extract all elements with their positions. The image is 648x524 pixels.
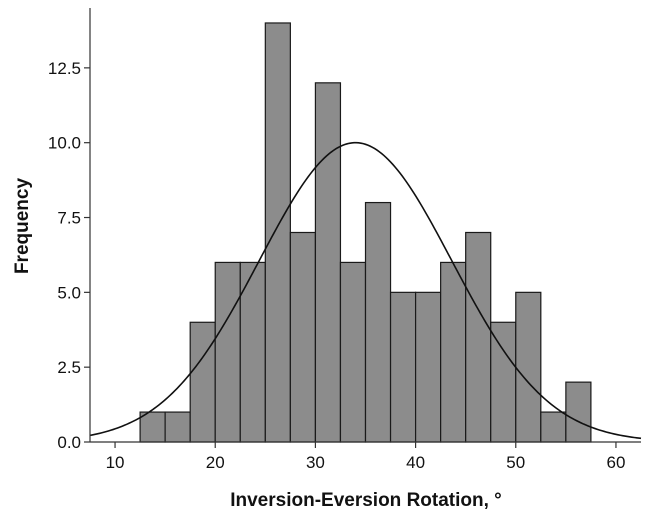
- histogram-bar-12: [440, 261, 467, 443]
- y-tick-label-4: 10.0: [48, 134, 81, 153]
- x-tick-label-3: 40: [406, 453, 425, 472]
- histogram-bar-3: [214, 261, 241, 443]
- ticks-layer: 0.0 2.5 5.0 7.5 10.0 12.5 10 20 30 40 50 60: [48, 59, 626, 472]
- x-tick-label-5: 60: [606, 453, 625, 472]
- histogram-bar-1: [164, 411, 191, 443]
- y-tick-label-0: 0.0: [57, 433, 81, 452]
- bars-layer: [139, 22, 592, 443]
- normal-curve-line: [89, 141, 642, 440]
- histogram-bar-6: [289, 231, 317, 443]
- histogram-bar-2: [189, 321, 216, 443]
- x-axis-title: Inversion-Eversion Rotation, °: [230, 490, 502, 511]
- histogram-bar-0: [139, 411, 166, 443]
- x-tick-label-4: 50: [506, 453, 525, 472]
- y-tick-label-1: 2.5: [57, 358, 81, 377]
- histogram-bar-7: [314, 82, 342, 443]
- histogram-bar-5: [264, 22, 291, 443]
- curve-layer: [89, 141, 642, 440]
- axes-layer: [89, 8, 641, 443]
- histogram-bar-9: [364, 201, 392, 443]
- y-tick-label-5: 12.5: [48, 59, 81, 78]
- x-tick-label-0: 10: [106, 453, 125, 472]
- histogram-bar-11: [414, 291, 442, 443]
- histogram-bar-4: [239, 261, 266, 443]
- x-tick-label-1: 20: [206, 453, 225, 472]
- y-tick-label-3: 7.5: [57, 209, 81, 228]
- histogram-bar-8: [339, 261, 367, 443]
- y-axis-title: Frequency: [12, 178, 33, 275]
- x-tick-label-2: 30: [306, 453, 325, 472]
- histogram-bar-10: [389, 291, 417, 443]
- y-tick-label-2: 5.0: [57, 283, 81, 302]
- histogram-bar-17: [565, 381, 592, 443]
- histogram-bar-15: [515, 291, 542, 443]
- histogram-bar-16: [540, 411, 567, 443]
- histogram-bar-14: [490, 321, 517, 443]
- histogram-bar-13: [465, 231, 492, 443]
